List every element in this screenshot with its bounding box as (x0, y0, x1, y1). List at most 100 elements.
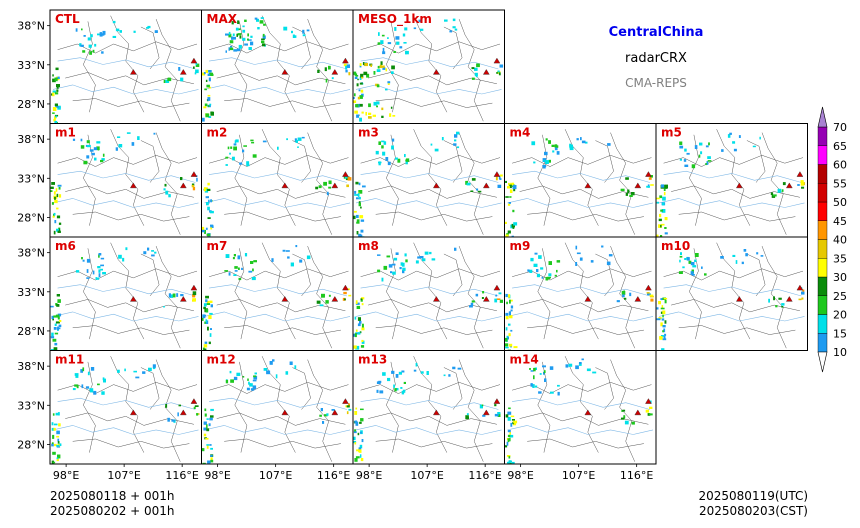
radar-echo (798, 298, 802, 301)
radar-echo (117, 136, 121, 138)
lat-tick-label: 28°N (17, 325, 45, 338)
radar-echo (470, 302, 474, 306)
radar-echo (699, 142, 703, 146)
radar-echo (387, 161, 391, 166)
radar-echo (115, 147, 118, 151)
radar-echo (346, 64, 350, 68)
radar-echo (81, 384, 84, 389)
radar-echo (420, 28, 424, 31)
river (360, 170, 499, 183)
radar-echo (331, 409, 335, 411)
radar-echo (58, 228, 61, 233)
radar-echo (391, 145, 394, 150)
radar-echo (299, 259, 303, 263)
radar-echo (727, 134, 731, 138)
radar-echo (103, 378, 106, 383)
radar-echo (452, 366, 456, 370)
radar-echo (250, 35, 253, 38)
radar-echo (203, 421, 207, 425)
radar-echo (180, 77, 184, 82)
radar-echo (237, 20, 240, 24)
province-boundary (140, 253, 160, 297)
radar-echo (683, 159, 687, 162)
radar-echo (358, 182, 361, 186)
radar-echo (51, 315, 54, 319)
radar-echo (759, 136, 761, 140)
radar-echo (512, 226, 515, 229)
radar-echo (405, 50, 407, 55)
radar-echo (271, 258, 274, 262)
radar-echo (52, 92, 55, 97)
radar-echo (512, 209, 515, 213)
radar-echo (778, 297, 782, 300)
radar-echo (538, 255, 542, 259)
radar-echo (57, 76, 60, 79)
panel-grid: CTL MAX MESO_1km m1 m2 m3 m4 m5 m6 m7 m8 m9 m10 m11 m1… (49, 9, 808, 465)
radar-echo (142, 371, 146, 374)
panel-m8: m8 (352, 236, 505, 351)
province-boundary (746, 140, 766, 183)
radar-echo (354, 316, 357, 320)
panel-background (353, 10, 505, 124)
radar-echo (530, 383, 533, 387)
radar-echo (55, 321, 60, 324)
radar-echo (417, 256, 420, 259)
radar-echo (662, 310, 666, 315)
radar-echo (505, 343, 509, 347)
radar-echo (124, 368, 126, 372)
radar-echo (532, 384, 535, 388)
radar-echo (52, 107, 57, 111)
radar-echo (721, 149, 724, 152)
radar-echo (419, 256, 424, 259)
radar-echo (690, 271, 694, 275)
colorbar-segment (817, 333, 828, 353)
radar-echo (649, 406, 653, 409)
radar-echo (345, 65, 348, 70)
product-title: radarCRX (625, 51, 687, 66)
radar-echo (102, 153, 105, 157)
radar-echo (358, 201, 361, 205)
radar-echo (405, 161, 408, 165)
radar-echo (380, 61, 383, 65)
province-boundary (234, 21, 248, 113)
radar-echo (548, 273, 552, 277)
radar-echo (210, 447, 213, 450)
lon-tick-label: 98°E (53, 469, 79, 482)
radar-echo (355, 456, 360, 459)
radar-echo (354, 458, 358, 462)
radar-echo (57, 313, 62, 317)
radar-echo (242, 149, 245, 153)
radar-echo (263, 368, 268, 371)
radar-echo (622, 409, 626, 412)
radar-echo (209, 417, 213, 421)
radar-echo (204, 341, 208, 344)
radar-echo (690, 262, 695, 266)
radar-echo (376, 381, 381, 384)
radar-echo (282, 249, 286, 252)
radar-echo (356, 219, 360, 223)
radar-echo (499, 64, 504, 68)
radar-echo (413, 27, 417, 30)
province-boundary (512, 382, 652, 394)
colorbar-segment (817, 314, 828, 334)
radar-echo (262, 35, 266, 39)
river (360, 57, 499, 70)
radar-echo (355, 407, 358, 410)
lon-tick-label: 116°E (620, 469, 653, 482)
radar-echo (285, 250, 290, 252)
radar-echo (51, 202, 54, 205)
radar-echo (353, 431, 357, 434)
radar-echo (51, 460, 54, 464)
province-boundary (307, 359, 333, 462)
radar-echo (353, 333, 356, 337)
radar-echo (345, 69, 348, 73)
radar-echo (506, 441, 509, 446)
radar-echo (360, 219, 365, 222)
radar-echo (443, 374, 446, 377)
radar-echo (57, 105, 61, 110)
radar-echo (648, 177, 652, 180)
radar-echo (56, 84, 60, 88)
city-marker (432, 409, 440, 416)
radar-echo (205, 299, 208, 303)
radar-echo (195, 63, 200, 67)
